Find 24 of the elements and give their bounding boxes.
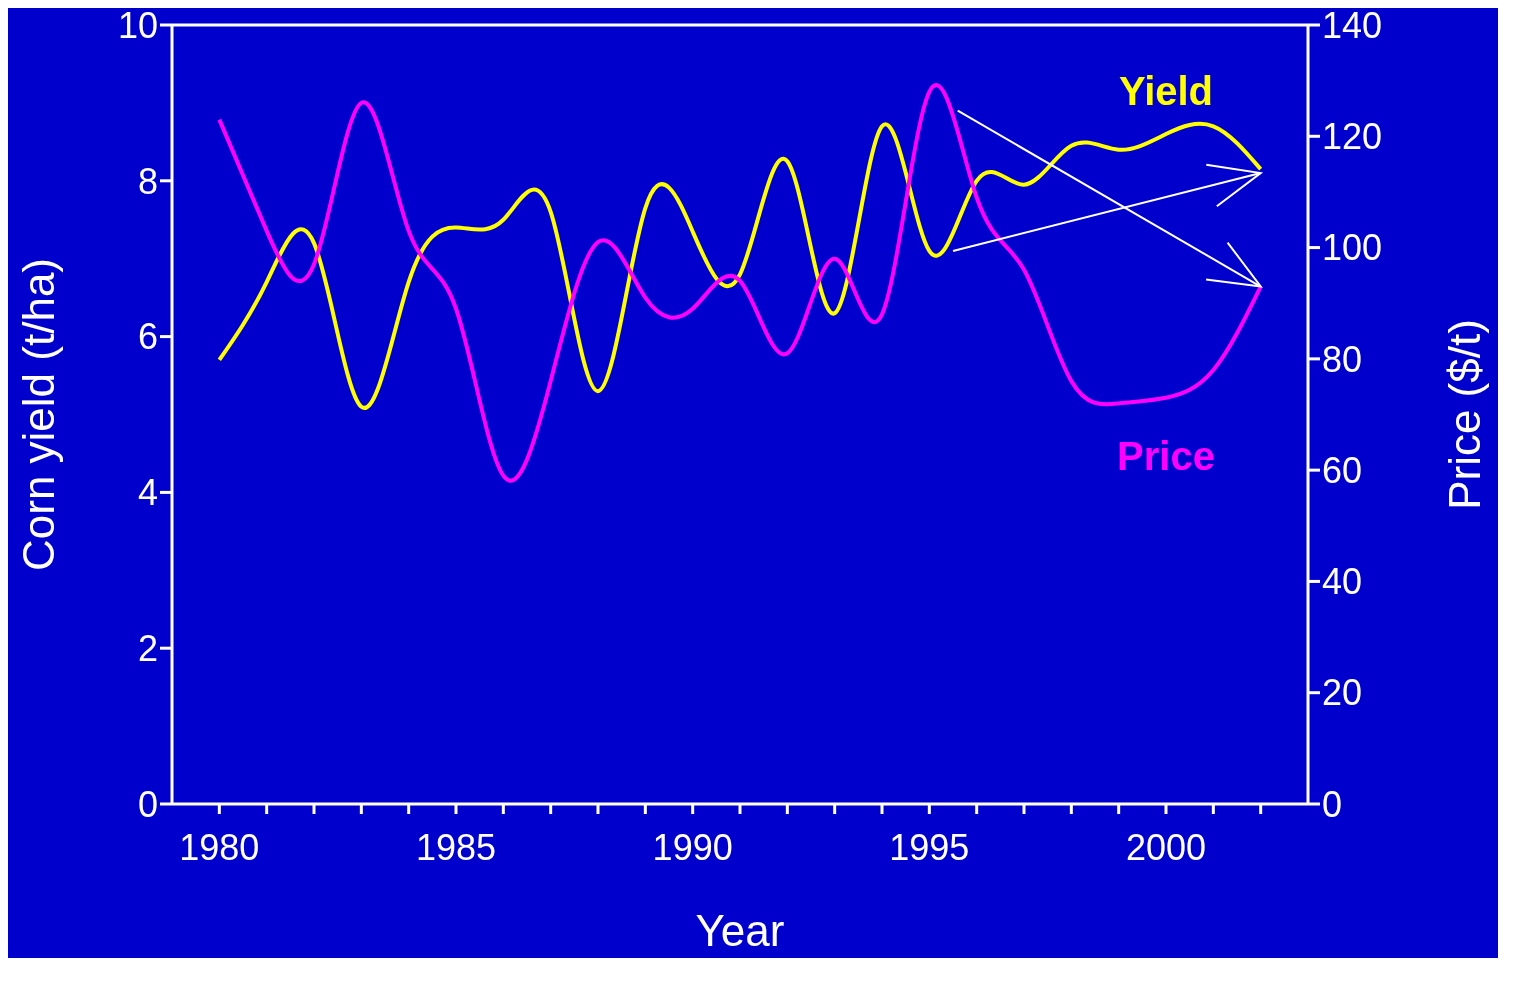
y2-tick-label: 0 [1322, 783, 1343, 825]
y2-tick-label: 80 [1322, 338, 1363, 380]
y2-tick-label: 100 [1322, 227, 1383, 269]
y-tick-label: 10 [117, 4, 158, 46]
series-label: Price [1117, 434, 1215, 478]
y2-tick-label: 40 [1322, 561, 1363, 603]
x-axis-title: Year [695, 906, 785, 955]
y2-tick-label: 140 [1322, 4, 1383, 46]
x-tick-label: 1985 [415, 826, 497, 868]
y2-tick-label: 60 [1322, 449, 1363, 491]
y2-tick-label: 120 [1322, 116, 1383, 158]
y-tick-label: 6 [137, 316, 158, 358]
x-tick-label: 1990 [652, 826, 733, 868]
y-tick-label: 0 [137, 783, 158, 825]
x-tick-label: 1995 [889, 826, 970, 868]
y2-axis-title: Price ($/t) [1439, 319, 1489, 510]
x-tick-label: 1980 [179, 826, 260, 868]
y-tick-label: 2 [137, 627, 158, 669]
y-tick-label: 4 [137, 472, 158, 514]
y-tick-label: 8 [137, 160, 158, 202]
series-label: Yield [1118, 69, 1214, 113]
x-tick-label: 2000 [1125, 826, 1207, 868]
y2-tick-label: 20 [1322, 672, 1363, 714]
y-axis-title: Corn yield (t/ha) [13, 257, 63, 572]
